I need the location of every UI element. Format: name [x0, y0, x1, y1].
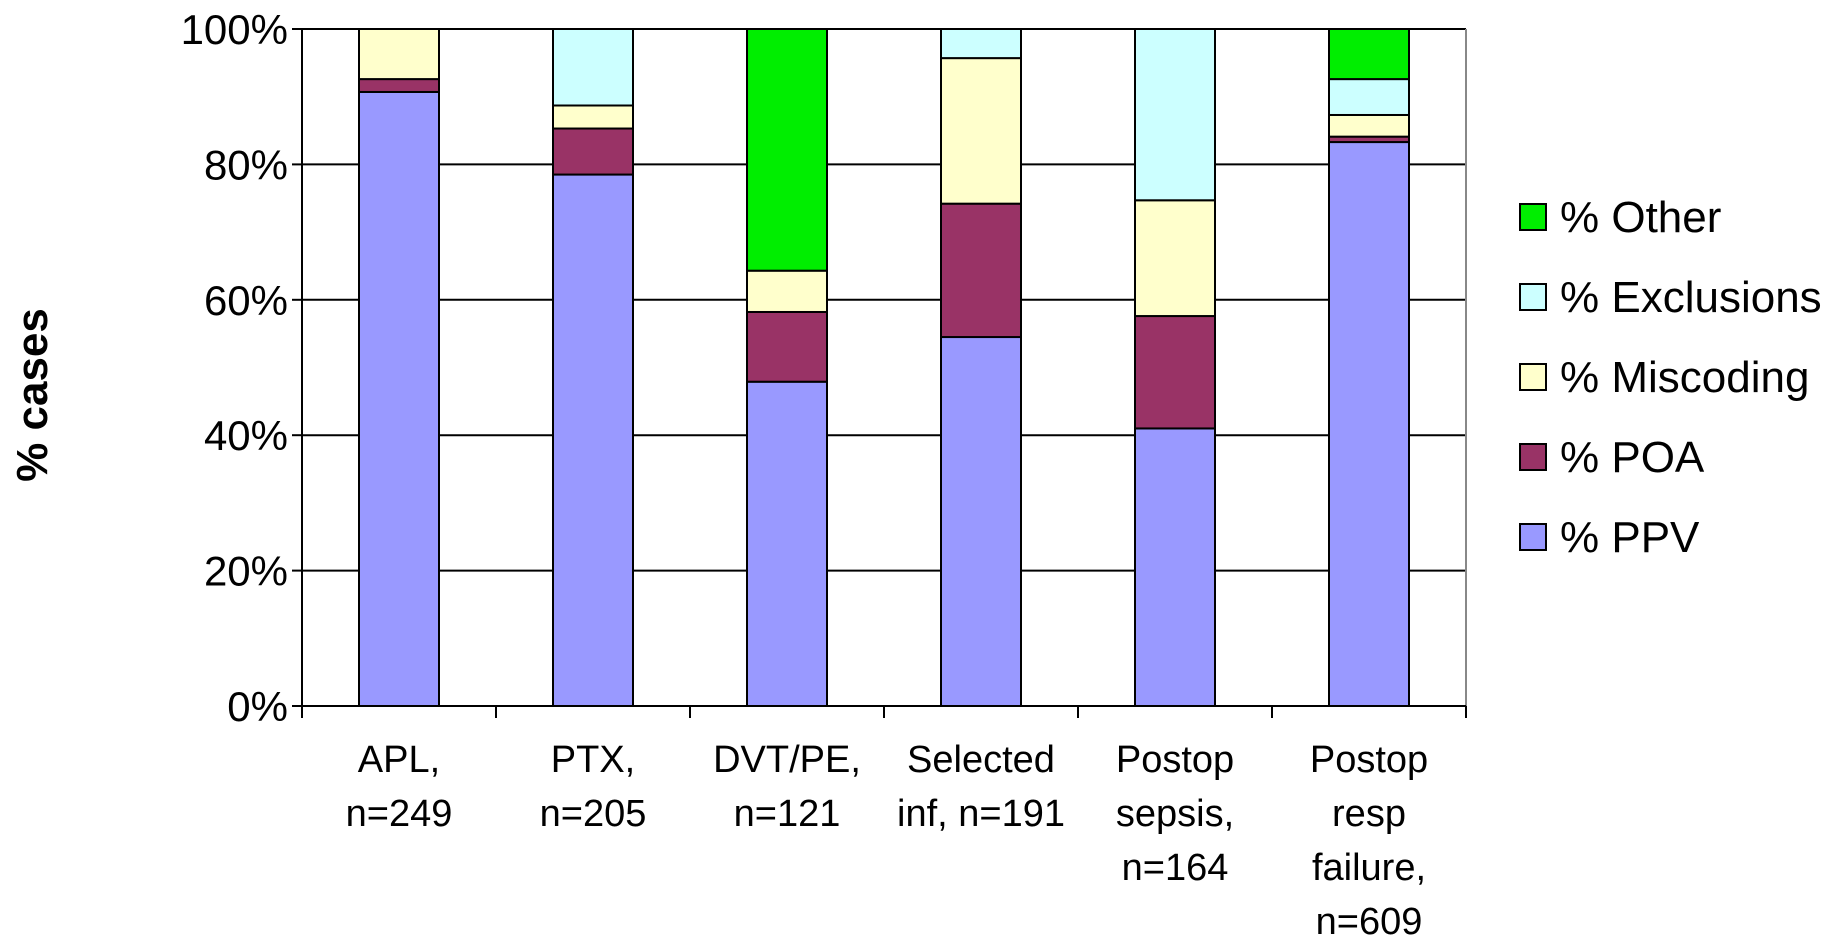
- bar-segment: [940, 57, 1022, 205]
- legend-swatch: [1519, 443, 1547, 471]
- x-category-label-line: n=205: [540, 793, 647, 835]
- bar-segment: [1328, 141, 1410, 707]
- tick-labels: 0% 20% 40% 60% 80% 100%: [181, 6, 288, 730]
- x-category-label-line: PTX,: [551, 739, 635, 781]
- x-category-label: DVT/PE, n=121: [713, 739, 861, 835]
- bar-segment: [552, 28, 634, 107]
- y-tick-label: 80%: [204, 141, 288, 188]
- x-category-label-line: Selected: [907, 739, 1055, 781]
- x-category-label-line: n=249: [346, 793, 453, 835]
- x-category-label-line: resp: [1332, 793, 1406, 835]
- x-category-label-line: n=164: [1122, 847, 1229, 889]
- legend-label: % Exclusions: [1560, 273, 1822, 322]
- y-tick-label: 100%: [181, 6, 288, 53]
- legend-swatch: [1519, 283, 1547, 311]
- bar-segment: [1134, 315, 1216, 430]
- x-category-label-line: APL,: [358, 739, 440, 781]
- bar-segment: [1328, 113, 1410, 138]
- gridlines: [302, 28, 1466, 572]
- y-axis-label: % cases: [8, 308, 57, 482]
- bar-segment: [552, 173, 634, 707]
- bar-segment: [1134, 427, 1216, 707]
- bar-segment: [1328, 78, 1410, 116]
- legend-label: % PPV: [1560, 513, 1700, 562]
- bar-segment: [358, 78, 440, 93]
- x-category-label: Postop resp failure, n=609: [1310, 739, 1428, 943]
- bar-segment: [552, 127, 634, 176]
- bar-segment: [552, 104, 634, 130]
- y-tick-label: 0%: [227, 683, 288, 730]
- bar-segment: [1328, 28, 1410, 81]
- bars: [358, 28, 1410, 707]
- x-category-label-line: Postop: [1116, 739, 1234, 781]
- bar-segment: [358, 28, 440, 81]
- legend-swatch: [1519, 523, 1547, 551]
- bar-segment: [1134, 28, 1216, 202]
- legend: % Other % Exclusions % Miscoding % POA % PPV: [1519, 193, 1822, 562]
- y-tick-label: 40%: [204, 412, 288, 459]
- bar-segment: [940, 336, 1022, 707]
- bar-segment: [1134, 199, 1216, 318]
- x-category-label-line: n=121: [734, 793, 841, 835]
- x-category-label-line: failure,: [1312, 847, 1426, 889]
- legend-swatch: [1519, 203, 1547, 231]
- bar-segment: [746, 310, 828, 383]
- x-category-label: APL, n=249: [346, 739, 453, 835]
- bar-segment: [746, 28, 828, 272]
- bar-segment: [746, 380, 828, 707]
- bar-segment: [358, 90, 440, 707]
- x-category-label-line: sepsis,: [1116, 793, 1234, 835]
- legend-label: % Other: [1560, 193, 1721, 242]
- legend-label: % Miscoding: [1560, 353, 1809, 402]
- bar-segment: [940, 28, 1022, 60]
- category-labels: APL, n=249 PTX, n=205 DVT/PE, n=121 Selected in…: [346, 739, 1429, 943]
- y-tick-label: 60%: [204, 277, 288, 324]
- bar-segment: [746, 269, 828, 313]
- bar-segment: [940, 202, 1022, 339]
- x-category-label: Postop sepsis, n=164: [1116, 739, 1234, 889]
- x-category-label-line: Postop: [1310, 739, 1428, 781]
- x-category-label-line: DVT/PE,: [713, 739, 861, 781]
- y-tick-label: 20%: [204, 548, 288, 595]
- axes: [292, 28, 1467, 718]
- x-category-label-line: inf, n=191: [897, 793, 1065, 835]
- legend-label: % POA: [1560, 433, 1705, 482]
- x-category-label: PTX, n=205: [540, 739, 647, 835]
- x-category-label: Selected inf, n=191: [897, 739, 1065, 835]
- legend-swatch: [1519, 363, 1547, 391]
- x-category-label-line: n=609: [1316, 901, 1423, 943]
